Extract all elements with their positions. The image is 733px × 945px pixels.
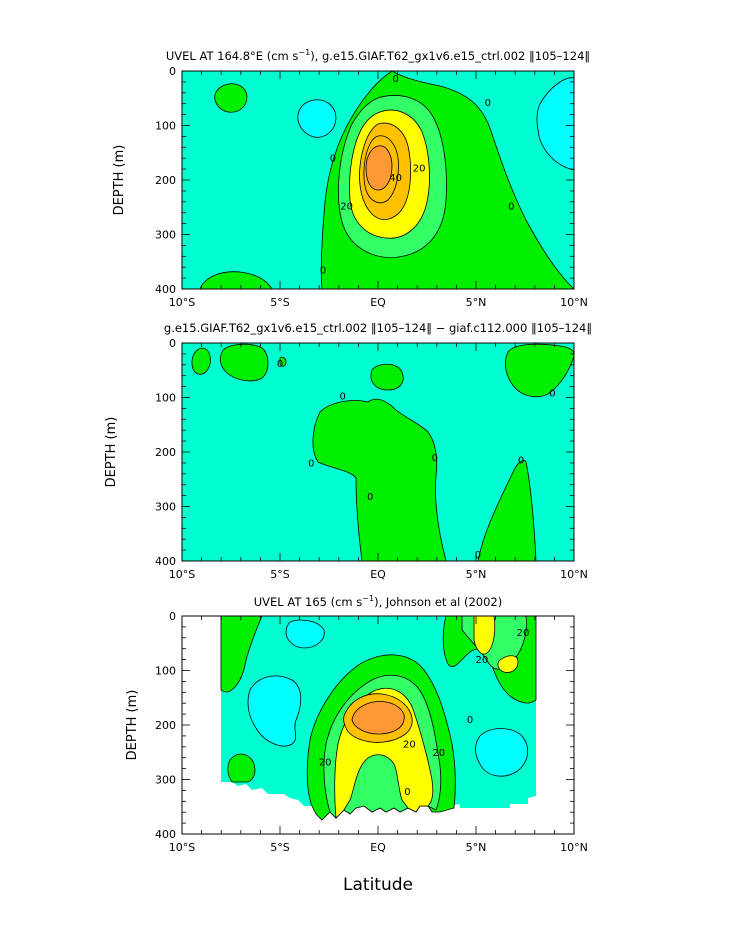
panel-1-ylabel: DEPTH (m) — [112, 145, 127, 216]
contour-label: 20 — [476, 655, 489, 666]
contour-label: 0 — [508, 202, 514, 213]
contour-label: 20 — [340, 202, 353, 213]
x-tick-label: 10°S — [169, 296, 195, 309]
contour-label: 0 — [404, 787, 410, 798]
x-tick-label: EQ — [370, 841, 386, 854]
contour-label: 0 — [475, 550, 481, 561]
panel-3-title: UVEL AT 165 (cm s−1), Johnson et al (200… — [254, 594, 502, 609]
y-tick-label: 0 — [169, 337, 176, 350]
contour-label: 0 — [392, 74, 398, 85]
y-tick-label: 300 — [155, 774, 176, 787]
contour-label: 0 — [549, 389, 555, 400]
contour-label: 0 — [367, 492, 373, 503]
contour-label: 0 — [320, 265, 326, 276]
contour-label: 0 — [485, 98, 491, 109]
contour-label: 0 — [277, 359, 283, 370]
y-tick-label: 100 — [155, 392, 176, 405]
y-tick-label: 400 — [155, 283, 176, 296]
contour-label: 20 — [319, 758, 332, 769]
contour-label: 20 — [517, 628, 530, 639]
y-tick-label: 100 — [155, 665, 176, 678]
x-tick-label: 5°S — [270, 568, 289, 581]
y-tick-label: 300 — [155, 501, 176, 514]
x-tick-label: EQ — [370, 296, 386, 309]
contour-label: 20 — [403, 740, 416, 751]
contour-label: 0 — [432, 453, 438, 464]
contour-label: 0 — [518, 456, 524, 467]
y-tick-label: 200 — [155, 174, 176, 187]
y-tick-label: 100 — [155, 120, 176, 133]
x-tick-label: 10°S — [169, 568, 195, 581]
contour-label: 20 — [432, 748, 445, 759]
x-tick-label: 5°S — [270, 841, 289, 854]
x-tick-label: 10°N — [560, 841, 588, 854]
panel-1: UVEL AT 164.8°E (cm s−1), g.e15.GIAF.T62… — [112, 48, 590, 309]
panel-1-contour-labels: 0 0 0 40 20 20 0 0 — [320, 74, 515, 276]
x-tick-label: 5°N — [466, 841, 487, 854]
figure-xlabel: Latitude — [343, 875, 413, 895]
contour-label: 0 — [308, 458, 314, 469]
y-tick-label: 400 — [155, 555, 176, 568]
contour-label: 20 — [413, 164, 426, 175]
contour-label: 0 — [467, 715, 473, 726]
panel-2-axes: 10°S 5°S EQ 5°N 10°N 0 100 200 300 400 — [155, 337, 588, 581]
panel-1-title: UVEL AT 164.8°E (cm s−1), g.e15.GIAF.T62… — [166, 48, 590, 63]
contour-label: 0 — [330, 154, 336, 165]
x-tick-label: 10°N — [560, 296, 588, 309]
x-tick-label: 10°S — [169, 841, 195, 854]
y-tick-label: 200 — [155, 719, 176, 732]
y-tick-label: 0 — [169, 610, 176, 623]
panel-2-title: g.e15.GIAF.T62_gx1v6.e15_ctrl.002 ‖105–1… — [164, 321, 592, 335]
panel-3-ylabel: DEPTH (m) — [125, 690, 140, 761]
contour-label: 0 — [340, 391, 346, 402]
x-tick-label: 5°N — [466, 296, 487, 309]
y-tick-label: 300 — [155, 229, 176, 242]
x-tick-label: 5°S — [270, 296, 289, 309]
panel-2-field — [182, 343, 574, 561]
x-tick-label: 5°N — [466, 568, 487, 581]
panel-3: UVEL AT 165 (cm s−1), Johnson et al (200… — [125, 594, 588, 854]
x-tick-label: 10°N — [560, 568, 588, 581]
panel-2-contour-labels: 0 0 0 0 0 0 0 0 — [277, 359, 556, 561]
x-tick-label: EQ — [370, 568, 386, 581]
y-tick-label: 0 — [169, 65, 176, 78]
y-tick-label: 200 — [155, 446, 176, 459]
panel-3-field — [182, 616, 574, 834]
panel-2: g.e15.GIAF.T62_gx1v6.e15_ctrl.002 ‖105–1… — [104, 321, 592, 581]
panel-3-contour-labels: 20 20 0 20 20 20 0 — [319, 628, 530, 798]
contour-label: 40 — [389, 173, 402, 184]
y-tick-label: 400 — [155, 828, 176, 841]
panel-1-field — [182, 71, 574, 289]
panel-2-ylabel: DEPTH (m) — [104, 417, 119, 488]
